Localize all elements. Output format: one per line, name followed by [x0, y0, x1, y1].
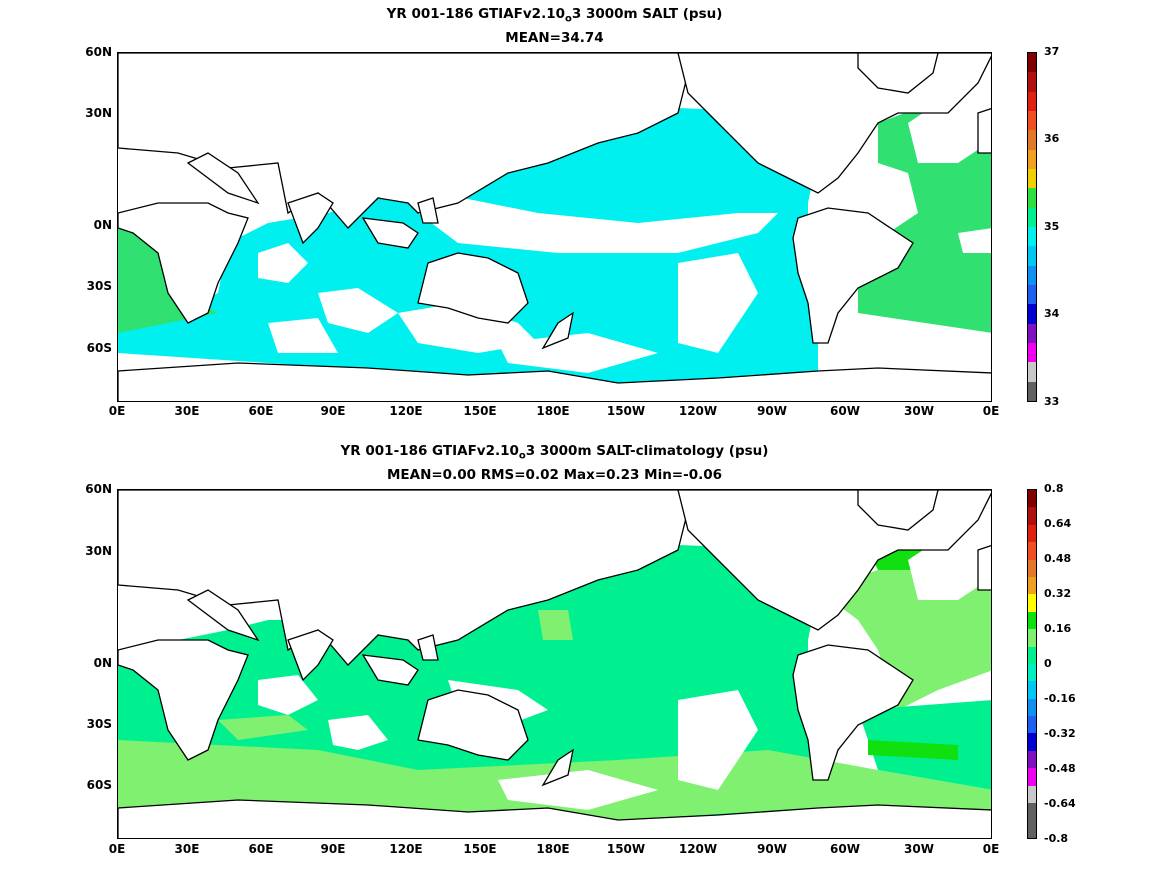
- colorbar-label: 35: [1044, 220, 1060, 233]
- lon-label: 150W: [606, 842, 646, 856]
- colorbar-label: 0: [1044, 657, 1052, 670]
- lat-label: 30N: [85, 544, 112, 558]
- lon-label: 120W: [678, 404, 718, 418]
- colorbar-segment: [1028, 168, 1036, 189]
- panel2-map: [117, 489, 992, 839]
- colorbar-segment: [1028, 524, 1036, 543]
- colorbar-segment: [1028, 594, 1036, 612]
- lon-label: 30W: [904, 842, 934, 856]
- colorbar-segment: [1028, 246, 1036, 266]
- colorbar-segment: [1028, 542, 1036, 560]
- lon-label: 0E: [982, 842, 1000, 856]
- colorbar-label: -0.48: [1044, 762, 1076, 775]
- colorbar-segment: [1028, 803, 1036, 821]
- lon-label: 60E: [248, 842, 274, 856]
- colorbar-segment: [1028, 284, 1036, 305]
- colorbar-segment: [1028, 698, 1036, 717]
- lon-label: 60W: [830, 404, 860, 418]
- colorbar-segment: [1028, 750, 1036, 769]
- colorbar-label: 0.16: [1044, 622, 1072, 635]
- lon-label: 60W: [830, 842, 860, 856]
- colorbar-segment: [1028, 768, 1036, 786]
- lon-label: 30E: [174, 404, 200, 418]
- lat-label: 30S: [86, 279, 112, 293]
- colorbar-segment: [1028, 72, 1036, 92]
- lon-label: 150E: [463, 404, 497, 418]
- colorbar-segment: [1028, 820, 1036, 838]
- colorbar-segment: [1028, 716, 1036, 734]
- lon-label: 180E: [536, 842, 570, 856]
- colorbar-label: 0.64: [1044, 517, 1072, 530]
- panel1-map: [117, 52, 992, 402]
- colorbar-label: -0.32: [1044, 727, 1076, 740]
- colorbar-label: 37: [1044, 45, 1060, 58]
- lat-label: 60S: [86, 341, 112, 355]
- lon-label: 0E: [108, 404, 126, 418]
- colorbar-label: 0.8: [1044, 482, 1064, 495]
- colorbar-segment: [1028, 559, 1036, 577]
- colorbar-segment: [1028, 53, 1036, 73]
- lon-label: 30W: [904, 404, 934, 418]
- lon-label: 180E: [536, 404, 570, 418]
- colorbar-segment: [1028, 91, 1036, 111]
- colorbar-label: 0.48: [1044, 552, 1072, 565]
- colorbar-segment: [1028, 304, 1036, 324]
- lon-label: 30E: [174, 842, 200, 856]
- colorbar-segment: [1028, 646, 1036, 664]
- colorbar-label: 34: [1044, 307, 1060, 320]
- colorbar-segment: [1028, 611, 1036, 630]
- colorbar-label: 0.32: [1044, 587, 1072, 600]
- colorbar-segment: [1028, 663, 1036, 682]
- lon-label: 90E: [320, 842, 346, 856]
- colorbar-label: 33: [1044, 395, 1060, 408]
- panel1-subtitle: MEAN=34.74: [505, 30, 604, 46]
- colorbar-segment: [1028, 226, 1036, 247]
- lon-label: 90W: [757, 842, 787, 856]
- colorbar-segment: [1028, 149, 1036, 169]
- panel2-title: YR 001-186 GTIAFv2.10o3 3000m SALT-clima…: [340, 443, 769, 462]
- lon-label: 0E: [108, 842, 126, 856]
- colorbar-label: 36: [1044, 132, 1060, 145]
- lon-label: 150E: [463, 842, 497, 856]
- colorbar-segment: [1028, 381, 1036, 401]
- colorbar-segment: [1028, 507, 1036, 525]
- colorbar-segment: [1028, 265, 1036, 285]
- lat-label: 60S: [86, 778, 112, 792]
- colorbar-segment: [1028, 490, 1036, 508]
- colorbar-label: -0.64: [1044, 797, 1076, 810]
- lon-label: 90W: [757, 404, 787, 418]
- colorbar-segment: [1028, 733, 1036, 751]
- colorbar-segment: [1028, 681, 1036, 699]
- lon-label: 120E: [389, 842, 423, 856]
- colorbar-segment: [1028, 323, 1036, 343]
- lon-label: 120E: [389, 404, 423, 418]
- colorbar-segment: [1028, 207, 1036, 227]
- lat-label: 0N: [93, 656, 112, 670]
- colorbar: [1027, 489, 1037, 839]
- lat-label: 60N: [85, 482, 112, 496]
- colorbar-label: -0.8: [1044, 832, 1069, 845]
- colorbar-segment: [1028, 629, 1036, 647]
- panel2-subtitle: MEAN=0.00 RMS=0.02 Max=0.23 Min=-0.06: [386, 467, 723, 483]
- panel1-title: YR 001-186 GTIAFv2.10o3 3000m SALT (psu): [386, 6, 723, 25]
- colorbar-segment: [1028, 342, 1036, 363]
- lon-label: 150W: [606, 404, 646, 418]
- colorbar-segment: [1028, 785, 1036, 804]
- lat-label: 60N: [85, 45, 112, 59]
- lat-label: 30S: [86, 717, 112, 731]
- lat-label: 30N: [85, 106, 112, 120]
- lon-label: 90E: [320, 404, 346, 418]
- colorbar-segment: [1028, 362, 1036, 382]
- lat-label: 0N: [93, 218, 112, 232]
- lon-label: 0E: [982, 404, 1000, 418]
- colorbar-segment: [1028, 110, 1036, 131]
- colorbar-segment: [1028, 130, 1036, 150]
- colorbar-segment: [1028, 576, 1036, 595]
- colorbar-label: -0.16: [1044, 692, 1076, 705]
- lon-label: 60E: [248, 404, 274, 418]
- lon-label: 120W: [678, 842, 718, 856]
- colorbar: [1027, 52, 1037, 402]
- colorbar-segment: [1028, 188, 1036, 208]
